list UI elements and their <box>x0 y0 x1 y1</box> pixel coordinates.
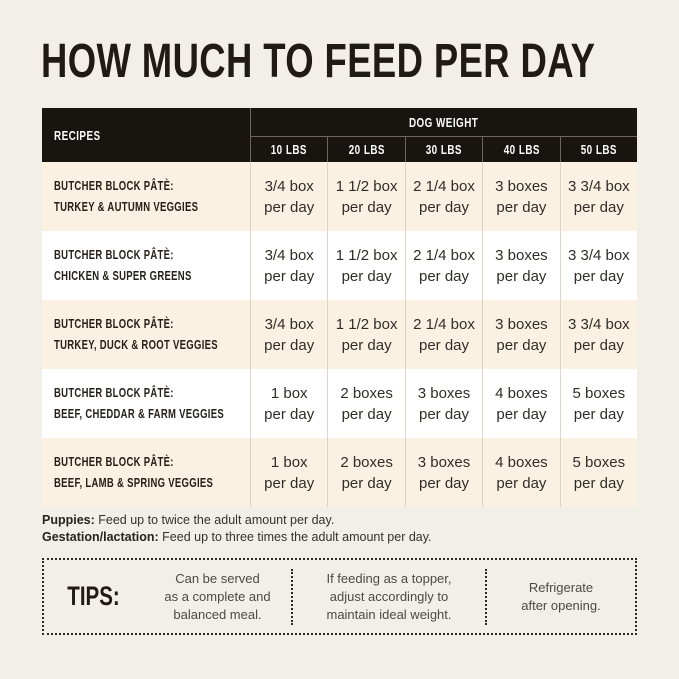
recipe-name: BUTCHER BLOCK PÂTÈ: CHICKEN & SUPER GREE… <box>54 247 192 283</box>
footnotes: Puppies: Feed up to twice the adult amou… <box>42 512 432 546</box>
feeding-amount-cell: 3/4 box per day <box>250 162 327 231</box>
table-row: BUTCHER BLOCK PÂTÈ: CHICKEN & SUPER GREE… <box>42 231 637 300</box>
tips-label: TIPS: <box>67 581 121 611</box>
feeding-amount-cell: 3 boxes per day <box>404 438 482 507</box>
table-row: BUTCHER BLOCK PÂTÈ: BEEF, LAMB & SPRING … <box>42 438 637 507</box>
weight-subheader-row: 10 LBS 20 LBS 30 LBS 40 LBS 50 LBS <box>251 137 637 162</box>
table-row: BUTCHER BLOCK PÂTÈ: TURKEY, DUCK & ROOT … <box>42 300 637 369</box>
feeding-amount-cell: 2 boxes per day <box>327 438 404 507</box>
recipes-header-label: RECIPES <box>54 127 101 143</box>
tip-topper: If feeding as a topper, adjust according… <box>326 570 452 622</box>
feeding-amount-cell: 1 1/2 box per day <box>327 231 404 300</box>
feeding-amount-cell: 3/4 box per day <box>250 300 327 369</box>
recipe-name: BUTCHER BLOCK PÂTÈ: BEEF, CHEDDAR & FARM… <box>54 385 225 421</box>
recipe-name: BUTCHER BLOCK PÂTÈ: TURKEY, DUCK & ROOT … <box>54 316 218 352</box>
weight-header-40lbs: 40 LBS <box>482 137 559 162</box>
gestation-note: Gestation/lactation: Feed up to three ti… <box>42 530 432 544</box>
recipes-column-header: RECIPES <box>42 108 250 162</box>
feeding-amount-cell: 5 boxes per day <box>559 438 637 507</box>
tips-box: TIPS: Can be served as a complete and ba… <box>42 558 637 635</box>
tip-complete-meal: Can be served as a complete and balanced… <box>164 570 271 622</box>
feeding-amount-cell: 4 boxes per day <box>482 369 559 438</box>
weight-header-30lbs: 30 LBS <box>404 137 482 162</box>
table-row: BUTCHER BLOCK PÂTÈ: TURKEY & AUTUMN VEGG… <box>42 162 637 231</box>
feeding-amount-cell: 2 1/4 box per day <box>404 162 482 231</box>
dog-weight-label: DOG WEIGHT <box>409 114 479 130</box>
feeding-amount-cell: 2 boxes per day <box>327 369 404 438</box>
feeding-amount-cell: 2 1/4 box per day <box>404 231 482 300</box>
dog-weight-group-header: DOG WEIGHT <box>251 108 637 137</box>
feeding-amount-cell: 3 3/4 box per day <box>559 162 637 231</box>
feeding-table: RECIPES DOG WEIGHT 10 LBS 20 LBS 30 LBS … <box>42 108 637 507</box>
feeding-amount-cell: 5 boxes per day <box>559 369 637 438</box>
feeding-amount-cell: 3 3/4 box per day <box>559 231 637 300</box>
page-title: HOW MUCH TO FEED PER DAY <box>41 38 679 86</box>
weight-header-50lbs: 50 LBS <box>559 137 637 162</box>
feeding-amount-cell: 1 box per day <box>250 438 327 507</box>
table-row: BUTCHER BLOCK PÂTÈ: BEEF, CHEDDAR & FARM… <box>42 369 637 438</box>
dotted-divider <box>485 568 487 625</box>
weight-header-20lbs: 20 LBS <box>327 137 404 162</box>
feeding-amount-cell: 3/4 box per day <box>250 231 327 300</box>
feeding-amount-cell: 1 1/2 box per day <box>327 162 404 231</box>
page-title-text: HOW MUCH TO FEED PER DAY <box>41 35 596 88</box>
feeding-amount-cell: 3 3/4 box per day <box>559 300 637 369</box>
tip-refrigerate: Refrigerate after opening. <box>521 579 601 613</box>
feeding-amount-cell: 4 boxes per day <box>482 438 559 507</box>
feeding-amount-cell: 3 boxes per day <box>482 300 559 369</box>
feeding-amount-cell: 3 boxes per day <box>482 162 559 231</box>
puppies-note: Puppies: Feed up to twice the adult amou… <box>42 513 335 527</box>
dotted-divider <box>291 568 293 625</box>
weight-header-10lbs: 10 LBS <box>271 142 308 157</box>
feeding-amount-cell: 1 box per day <box>250 369 327 438</box>
dog-weight-section: DOG WEIGHT 10 LBS 20 LBS 30 LBS 40 LBS 5… <box>250 108 637 162</box>
feeding-amount-cell: 3 boxes per day <box>404 369 482 438</box>
feeding-amount-cell: 2 1/4 box per day <box>404 300 482 369</box>
table-header: RECIPES DOG WEIGHT 10 LBS 20 LBS 30 LBS … <box>42 108 637 162</box>
feeding-amount-cell: 1 1/2 box per day <box>327 300 404 369</box>
recipe-name: BUTCHER BLOCK PÂTÈ: TURKEY & AUTUMN VEGG… <box>54 178 199 214</box>
recipe-name: BUTCHER BLOCK PÂTÈ: BEEF, LAMB & SPRING … <box>54 454 214 490</box>
feeding-amount-cell: 3 boxes per day <box>482 231 559 300</box>
